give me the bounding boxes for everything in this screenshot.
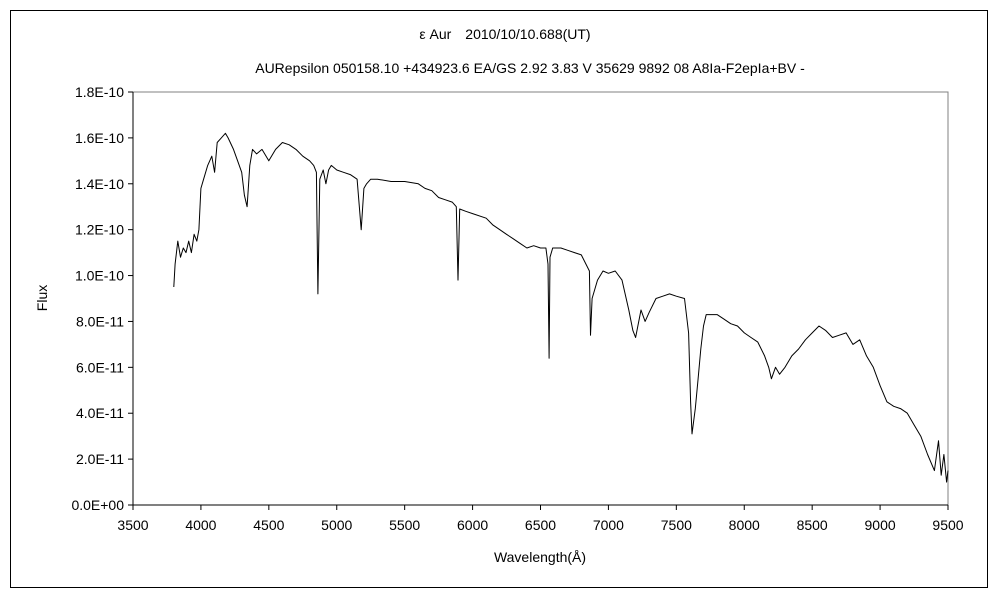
spectrum-series-line [173, 132, 949, 483]
x-axis: 3500 4000 4500 5000 5500 6000 6500 7000 7500 8000… [117, 504, 964, 533]
y-tick-label: 1.2E-10 [75, 222, 124, 238]
y-tick-label: 8.0E-11 [76, 313, 124, 329]
y-tick-label: 1.4E-10 [75, 176, 124, 192]
plot-area [132, 91, 949, 506]
x-tick-label: 3500 [117, 517, 148, 533]
x-tick-label: 6000 [457, 517, 488, 533]
x-axis-label: Wavelength(Å) [494, 549, 586, 565]
y-tick-label: 1.8E-10 [75, 84, 124, 100]
y-tick-label: 1.0E-10 [75, 268, 124, 284]
y-tick-label: 1.6E-10 [75, 130, 124, 146]
x-tick-label: 7000 [593, 517, 624, 533]
y-tick-label: 6.0E-11 [76, 359, 124, 375]
x-tick-label: 5500 [389, 517, 420, 533]
y-axis: 0.0E+00 2.0E-11 4.0E-11 6.0E-11 8.0E-11 1.0E-… [71, 84, 134, 513]
x-tick-label: 4500 [253, 517, 284, 533]
chart-title: ε Aur 2010/10/10.688(UT) [419, 26, 590, 42]
chart-frame [10, 10, 988, 588]
y-tick-label: 0.0E+00 [71, 497, 124, 513]
x-tick-label: 8000 [729, 517, 760, 533]
chart-subtitle: AURepsilon 050158.10 +434923.6 EA/GS 2.9… [255, 60, 805, 76]
y-axis-label: Flux [34, 285, 50, 311]
x-tick-label: 9500 [932, 517, 963, 533]
x-tick-label: 9000 [865, 517, 896, 533]
x-tick-label: 4000 [185, 517, 216, 533]
y-tick-label: 2.0E-11 [76, 451, 124, 467]
x-tick-label: 6500 [525, 517, 556, 533]
x-tick-label: 5000 [321, 517, 352, 533]
x-tick-label: 7500 [661, 517, 692, 533]
x-tick-label: 8500 [797, 517, 828, 533]
y-tick-label: 4.0E-11 [76, 405, 124, 421]
